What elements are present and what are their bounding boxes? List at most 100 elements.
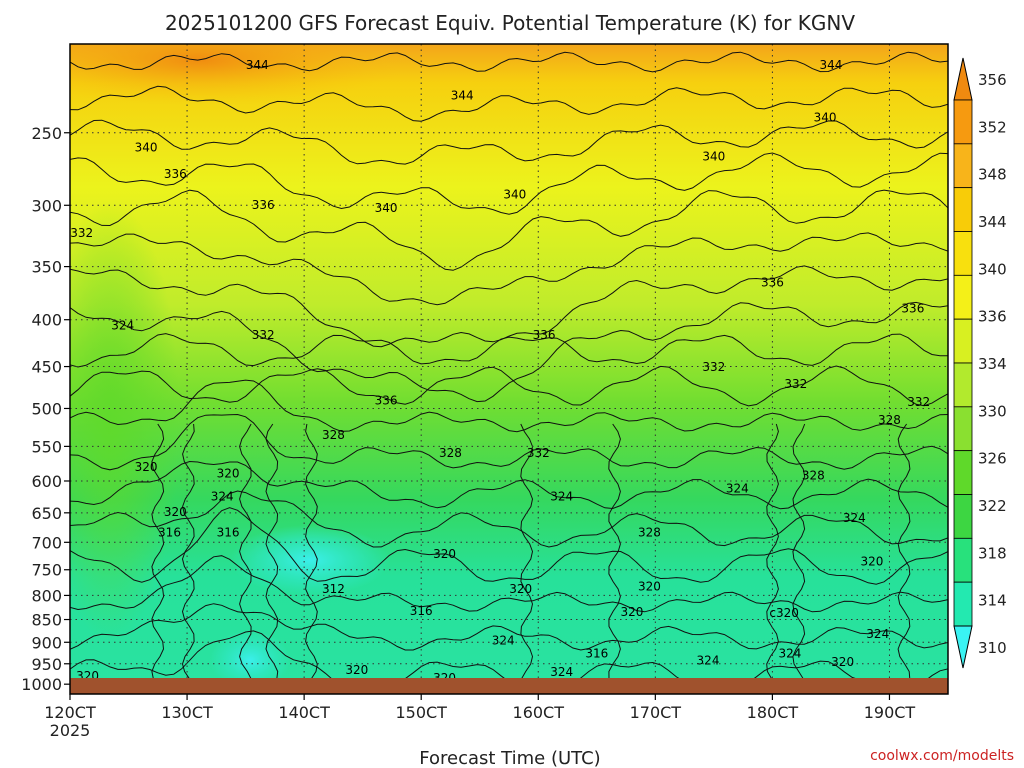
contour-line — [70, 301, 948, 403]
contour-label: 320 — [831, 655, 854, 669]
contour-line — [70, 232, 948, 306]
y-tick-label: 650 — [31, 504, 62, 523]
contour-label: c320 — [769, 606, 799, 620]
colorbar-segment — [953, 318, 973, 364]
colorbar-segment — [953, 494, 973, 539]
contour-label: 340 — [135, 140, 158, 154]
contour-line — [70, 365, 948, 407]
colorbar-label: 348 — [978, 166, 1007, 184]
contour-label: 324 — [111, 319, 134, 333]
contour-label: 332 — [70, 226, 93, 240]
colorbar-label: 322 — [978, 497, 1007, 515]
cold-pool-main — [230, 525, 390, 595]
contour-label: 324 — [843, 511, 866, 525]
colorbar-label: 318 — [978, 544, 1007, 562]
colorbar-label: 344 — [978, 213, 1007, 231]
contour-line — [181, 423, 195, 694]
contour-line — [70, 413, 948, 471]
contour-label: 312 — [322, 582, 345, 596]
contour-label: 320 — [164, 505, 187, 519]
contour-line — [70, 119, 948, 165]
y-tick-label: 300 — [31, 196, 62, 215]
contour-label: 316 — [158, 526, 181, 540]
x-tick-label: 120CT — [44, 703, 96, 722]
y-tick-label: 450 — [31, 358, 62, 377]
contour-line — [239, 423, 252, 694]
x-year-label: 2025 — [50, 721, 91, 740]
cold-pool-low — [210, 630, 290, 690]
colorbar-label: 340 — [978, 260, 1007, 278]
contour-lines — [70, 51, 948, 694]
contour-labels: 344 344 344 340 336 332 340 340 340 336 340 336 336 3… — [70, 58, 930, 685]
warm-upper-pool — [70, 44, 410, 105]
contour-line — [70, 507, 948, 585]
colorbar-bottom-cap — [953, 625, 973, 669]
x-tick-label: 190CT — [864, 703, 916, 722]
y-tick-label: 850 — [31, 611, 62, 630]
contour-label: 324 — [779, 646, 802, 660]
contour-label: 316 — [585, 646, 608, 660]
colorbar-segment — [953, 99, 973, 145]
contour-label: 332 — [702, 360, 725, 374]
contour-line — [70, 152, 948, 215]
contour-line — [151, 423, 165, 694]
contour-label: 320 — [135, 460, 158, 474]
colorbar-segment — [953, 581, 973, 627]
colorbar-top-cap — [953, 57, 973, 101]
contour-label: 328 — [802, 469, 825, 483]
grid-lines — [70, 44, 948, 694]
contour-line — [792, 423, 806, 694]
colorbar-label: 336 — [978, 308, 1007, 326]
contour-line — [70, 379, 948, 433]
contour-label: 324 — [866, 627, 889, 641]
contour-label: 320 — [860, 554, 883, 568]
contour-label: 324 — [726, 482, 749, 496]
contour-label: 332 — [784, 377, 807, 391]
y-tick-label: 600 — [31, 472, 62, 491]
contour-line — [70, 460, 948, 510]
contour-label: 336 — [533, 328, 556, 342]
contour-label: 328 — [322, 428, 345, 442]
contour-line — [520, 423, 534, 694]
colorbar-segment — [953, 274, 973, 320]
colorbar-segment — [953, 143, 973, 189]
x-tick-label: 170CT — [630, 703, 682, 722]
contour-label: 344 — [451, 89, 474, 103]
y-axis: 250 300 350 400 450 500 550 600 650 700 750 800 850 9… — [21, 124, 70, 694]
contour-label: 332 — [527, 446, 550, 460]
colorbar-segment — [953, 231, 973, 276]
contour-label: 344 — [246, 58, 269, 72]
contour-line — [897, 423, 911, 694]
colorbar: 310 314 318 322 326 330 334 336 340 344 348 352 356 — [953, 57, 1007, 669]
x-tick-label: 130CT — [161, 703, 213, 722]
x-tick-label: 150CT — [395, 703, 447, 722]
colorbar-label: 352 — [978, 118, 1007, 136]
contour-label: 320 — [638, 579, 661, 593]
contour-label: 316 — [217, 526, 240, 540]
contour-label: 340 — [702, 149, 725, 163]
moist-column-pool — [70, 200, 180, 640]
contour-line — [70, 490, 948, 548]
contour-label: 316 — [410, 604, 433, 618]
contour-line — [70, 555, 948, 613]
colorbar-label: 330 — [978, 402, 1007, 420]
contour-label: 328 — [439, 446, 462, 460]
contour-label: 328 — [638, 526, 661, 540]
plot-frame — [69, 43, 949, 695]
contour-label: 328 — [878, 413, 901, 427]
contour-label: 336 — [252, 198, 275, 212]
contour-label: 340 — [375, 201, 398, 215]
credit-text: coolwx.com/modelts — [870, 748, 1014, 764]
y-tick-label: 250 — [31, 124, 62, 143]
chart-title: 2025101200 GFS Forecast Equiv. Potential… — [165, 11, 855, 35]
contour-line — [70, 51, 948, 73]
plot-area: 344 344 344 340 336 332 340 340 340 336 340 336 336 3… — [70, 44, 948, 694]
colorbar-segment — [953, 537, 973, 583]
colorbar-segment — [953, 187, 973, 232]
contour-line — [265, 423, 279, 694]
x-axis-label: Forecast Time (UTC) — [419, 748, 600, 768]
y-tick-label: 950 — [31, 655, 62, 674]
contour-label: 324 — [550, 665, 573, 679]
contour-line — [70, 189, 948, 271]
